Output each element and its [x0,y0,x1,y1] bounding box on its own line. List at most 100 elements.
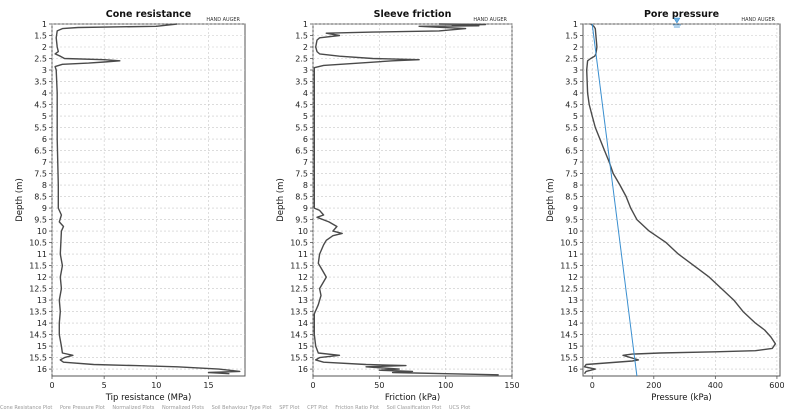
y-tick-label: 3.5 [295,78,308,87]
y-tick-label: 15 [298,342,308,351]
y-tick-label: 11 [568,250,578,259]
hydrostatic-line [591,23,638,377]
y-tick-label: 12 [568,273,578,282]
y-tick-label: 1.5 [565,32,578,41]
y-tick-label: 4 [573,89,578,98]
y-tick-label: 12.5 [560,285,578,294]
x-tick-label: 0 [49,381,54,390]
y-tick-label: 5.5 [34,124,47,133]
y-tick-label: 5.5 [565,124,578,133]
y-tick-label: 11.5 [290,262,308,271]
footer-tab[interactable]: Cone Resistance Plot [0,405,53,411]
hand-auger-note: HAND AUGER [206,17,240,23]
footer-tab[interactable]: UCS Plot [448,405,471,411]
y-tick-label: 3 [573,66,578,75]
footer-tab[interactable]: Pore Pressure Plot [59,405,105,411]
y-tick-label: 4.5 [34,101,47,110]
y-tick-label: 1 [303,20,308,29]
y-tick-label: 12.5 [29,285,47,294]
y-tick-label: 3.5 [565,78,578,87]
y-tick-label: 6 [573,135,578,144]
footer-tab[interactable]: Normalized Plots [112,405,155,411]
y-tick-label: 10 [37,227,47,236]
y-tick-label: 10.5 [560,239,578,248]
x-tick-label: 100 [438,381,453,390]
x-tick-label: 50 [374,381,384,390]
y-tick-label: 15 [568,342,578,351]
footer-tab[interactable]: Friction Ratio Plot [335,405,379,411]
y-tick-label: 13 [37,296,47,305]
y-tick-label: 4.5 [295,101,308,110]
chart-title: Cone resistance [106,9,192,20]
y-tick-label: 8.5 [565,193,578,202]
y-axis-label: Depth (m) [276,178,286,222]
y-tick-label: 6.5 [34,147,47,156]
y-tick-label: 15.5 [29,354,47,363]
y-tick-label: 9.5 [295,216,308,225]
y-tick-label: 15 [37,342,47,351]
y-tick-label: 6.5 [565,147,578,156]
y-tick-label: 14.5 [560,331,578,340]
y-tick-label: 8 [573,181,578,190]
x-axis-label: Friction (kPa) [385,393,440,403]
y-tick-label: 14 [298,319,308,328]
data-series-line [313,23,499,376]
footer-tab[interactable]: CPT Plot [307,405,328,411]
footer-tab-strip: Cone Resistance Plot Pore Pressure Plot … [0,405,800,414]
y-tick-label: 13.5 [29,308,47,317]
y-tick-label: 8 [303,181,308,190]
y-tick-label: 10.5 [29,239,47,248]
y-axis-label: Depth (m) [15,178,25,222]
y-tick-label: 4 [303,89,308,98]
cpt-charts: 11.522.533.544.555.566.577.588.599.51010… [15,9,785,403]
y-tick-label: 15.5 [560,354,578,363]
y-tick-label: 11 [37,250,47,259]
x-tick-label: 400 [708,381,723,390]
y-tick-label: 5.5 [295,124,308,133]
plot-area [312,23,513,377]
y-tick-label: 14 [568,319,578,328]
footer-tab[interactable]: SPT Plot [279,405,300,411]
x-tick-label: 0 [590,381,595,390]
y-tick-label: 3.5 [34,78,47,87]
y-tick-label: 13 [298,296,308,305]
y-tick-label: 16 [568,365,578,374]
x-tick-label: 150 [504,381,519,390]
y-tick-label: 3 [42,66,47,75]
y-tick-label: 9.5 [34,216,47,225]
y-tick-label: 9 [303,204,308,213]
footer-tab[interactable]: Soil Classification Plot [386,405,442,411]
y-tick-label: 8.5 [295,193,308,202]
y-tick-label: 2.5 [295,55,308,64]
data-series-line [54,23,241,375]
plot-area [51,23,246,377]
x-tick-label: 5 [102,381,107,390]
y-tick-label: 1.5 [295,32,308,41]
y-tick-label: 2 [303,43,308,52]
y-tick-label: 10.5 [290,239,308,248]
y-tick-label: 10 [298,227,308,236]
y-tick-label: 7 [573,158,578,167]
water-level-marker-icon [673,17,681,24]
chart-title: Sleeve friction [374,9,452,20]
y-tick-label: 2 [42,43,47,52]
y-tick-label: 11 [298,250,308,259]
x-tick-label: 15 [203,381,213,390]
y-tick-label: 9 [42,204,47,213]
y-tick-label: 16 [37,365,47,374]
footer-tab[interactable]: Soil Behaviour Type Plot [211,405,272,411]
y-tick-label: 7.5 [295,170,308,179]
data-series-line [583,23,777,375]
y-tick-label: 13.5 [290,308,308,317]
y-tick-label: 8 [42,181,47,190]
y-tick-label: 7 [303,158,308,167]
y-tick-label: 9 [573,204,578,213]
y-tick-label: 6 [303,135,308,144]
footer-tab[interactable]: Normalized Plots [161,405,204,411]
x-tick-label: 200 [646,381,661,390]
y-tick-label: 4 [42,89,47,98]
y-tick-label: 2.5 [34,55,47,64]
y-tick-label: 5 [42,112,47,121]
y-tick-label: 12 [298,273,308,282]
y-tick-label: 16 [298,365,308,374]
